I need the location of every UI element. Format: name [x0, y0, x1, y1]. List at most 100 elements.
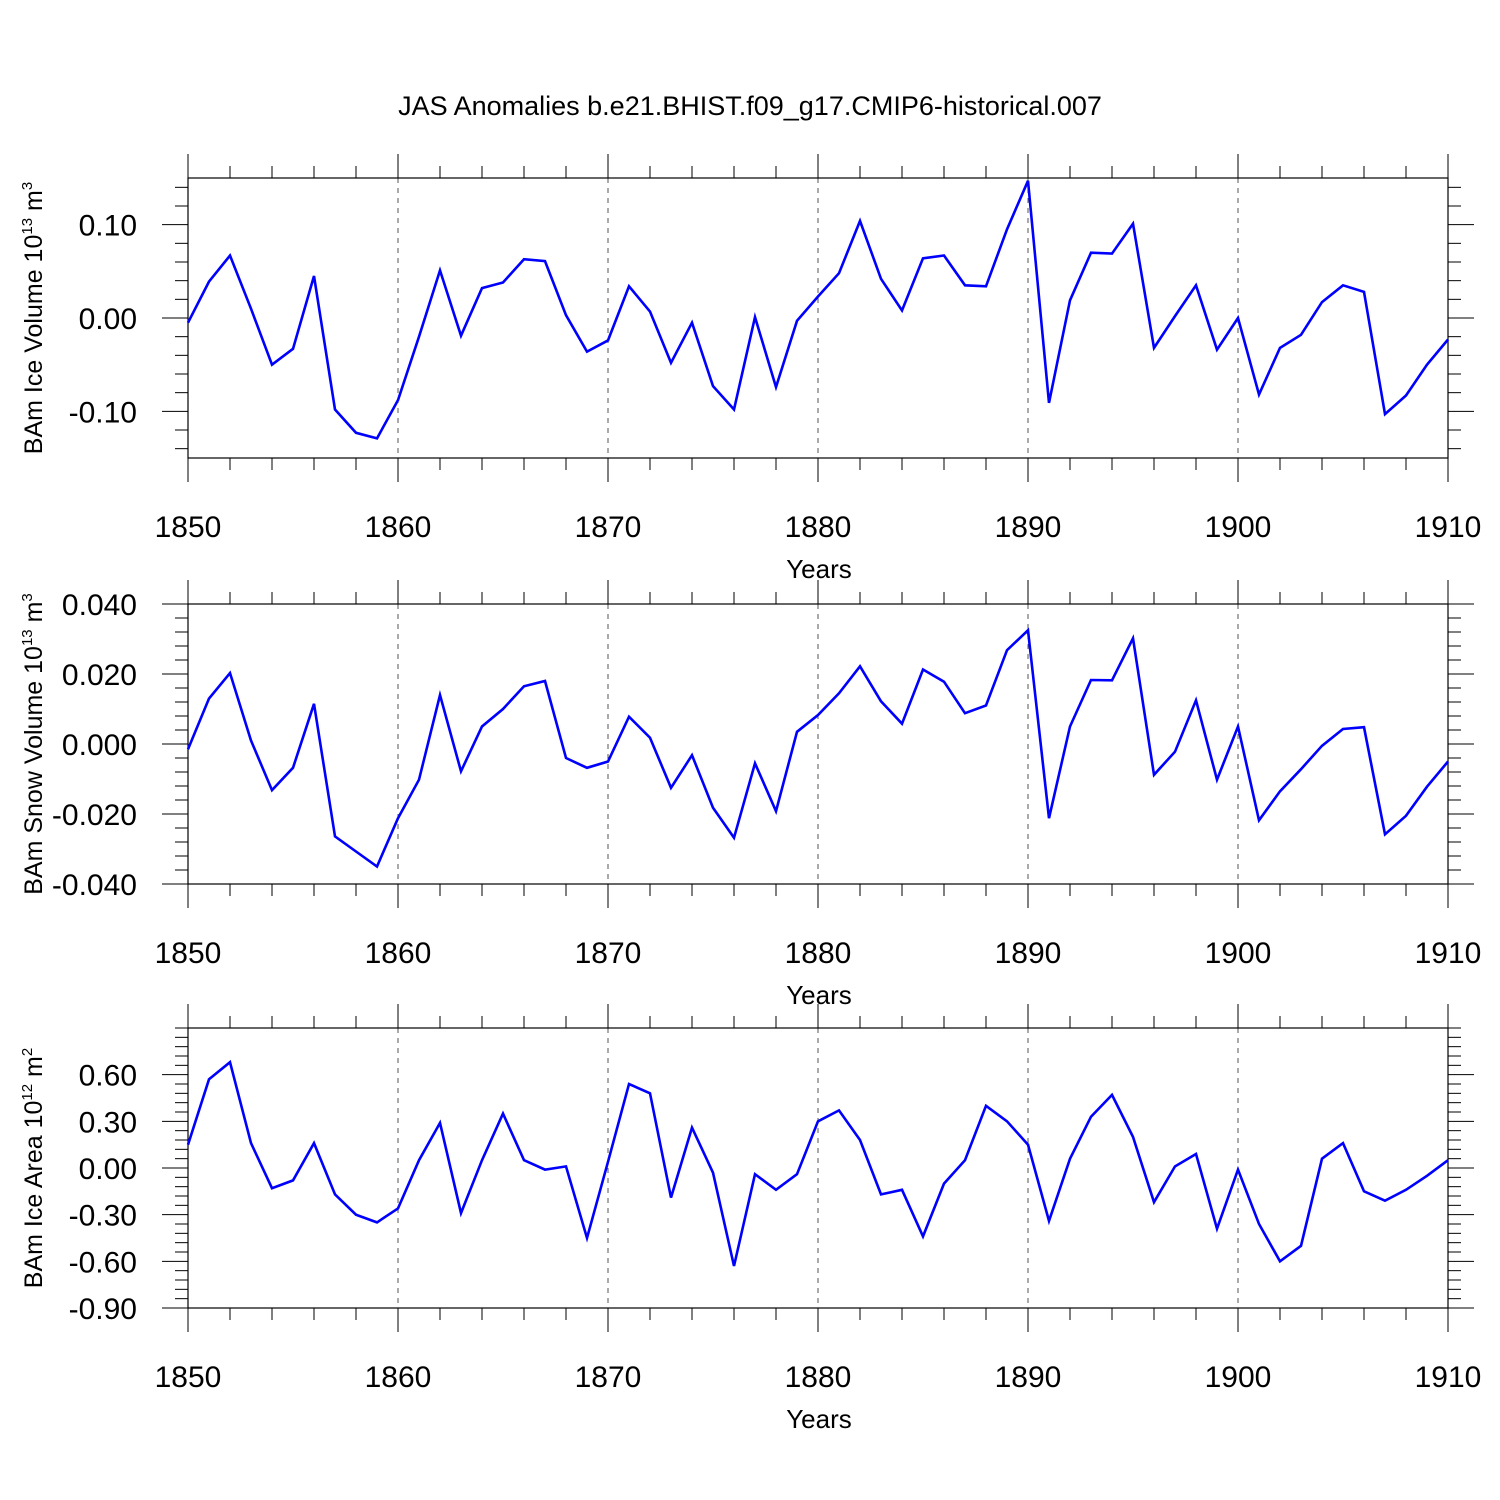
data-point	[1384, 413, 1386, 415]
data-point	[859, 665, 861, 667]
data-point	[1174, 315, 1176, 317]
data-point	[376, 1221, 378, 1223]
data-point	[187, 1143, 189, 1145]
series-line-ice-volume	[186, 180, 1449, 440]
data-point	[1174, 1165, 1176, 1167]
y-axis-label-text: BAm Ice Volume 10	[20, 235, 48, 455]
data-point	[544, 1168, 546, 1170]
x-tick-label: 1910	[1415, 937, 1482, 970]
data-point	[1237, 1168, 1239, 1170]
data-point	[1111, 252, 1113, 254]
data-point	[334, 1193, 336, 1195]
y-tick-label: -0.60	[69, 1246, 137, 1279]
y-axis-label-text: BAm Snow Volume 10	[20, 646, 48, 895]
data-point	[271, 789, 273, 791]
data-point	[313, 275, 315, 277]
x-tick-label: 1890	[995, 937, 1062, 970]
data-point	[1216, 349, 1218, 351]
y-axis-label-unit-exponent: 3	[19, 593, 36, 601]
data-point	[1342, 1142, 1344, 1144]
y-axis-label-exponent: 12	[19, 1084, 36, 1101]
data-point	[1132, 223, 1134, 225]
panel-ice-area: -0.90 -0.60 -0.30 0.00 0.30 0.60 1850 1860 1870 1…	[19, 1004, 1481, 1434]
data-point	[1279, 1260, 1281, 1262]
data-point	[754, 316, 756, 318]
data-point	[817, 1120, 819, 1122]
data-point	[607, 339, 609, 341]
data-point	[1090, 679, 1092, 681]
series-line-snow-volume	[186, 627, 1449, 869]
data-point	[628, 716, 630, 718]
data-point	[817, 714, 819, 716]
data-point	[1195, 1153, 1197, 1155]
y-tick-label: -0.10	[69, 396, 137, 429]
data-point	[544, 680, 546, 682]
data-point	[670, 1196, 672, 1198]
data-point	[922, 257, 924, 259]
data-point	[271, 1187, 273, 1189]
data-point	[355, 432, 357, 434]
data-point	[208, 697, 210, 699]
data-point	[775, 1189, 777, 1191]
data-point	[943, 681, 945, 683]
y-axis-label: BAm Ice Area 1012 m2	[19, 1048, 48, 1288]
data-point	[1447, 760, 1449, 762]
data-point	[502, 281, 504, 283]
data-point	[418, 1159, 420, 1161]
data-point	[691, 1126, 693, 1128]
x-tick-label: 1880	[785, 937, 852, 970]
x-axis-label: Years	[786, 1404, 852, 1434]
data-point	[733, 408, 735, 410]
y-tick-label: 0.000	[62, 729, 137, 762]
data-point	[1090, 1115, 1092, 1117]
data-point	[859, 220, 861, 222]
data-point	[1321, 745, 1323, 747]
data-point	[1111, 679, 1113, 681]
data-point	[964, 284, 966, 286]
x-tick-label: 1890	[995, 511, 1062, 544]
data-point	[229, 254, 231, 256]
data-point	[397, 399, 399, 401]
data-point	[859, 1139, 861, 1141]
data-point	[1216, 1227, 1218, 1229]
data-point	[838, 692, 840, 694]
data-point	[439, 694, 441, 696]
x-tick-label: 1910	[1415, 511, 1482, 544]
data-point	[712, 385, 714, 387]
data-point	[208, 280, 210, 282]
data-point	[712, 807, 714, 809]
y-axis-label-unit: m	[20, 1056, 48, 1084]
data-point	[1069, 299, 1071, 301]
data-point	[397, 1207, 399, 1209]
x-tick-label: 1870	[575, 511, 642, 544]
data-point	[880, 700, 882, 702]
data-point	[901, 309, 903, 311]
data-point	[187, 748, 189, 750]
panel-snow-volume: -0.040 -0.020 0.000 0.020 0.040 1850 1860 1870 1…	[19, 580, 1481, 1010]
data-point	[796, 731, 798, 733]
data-point	[1279, 347, 1281, 349]
y-axis-label-unit-exponent: 3	[19, 182, 36, 190]
x-axis-label: Years	[786, 980, 852, 1010]
data-point	[1426, 786, 1428, 788]
data-point	[649, 1092, 651, 1094]
y-axis-label-unit: m	[20, 190, 48, 218]
x-tick-label: 1900	[1205, 1361, 1272, 1394]
data-point	[1132, 1136, 1134, 1138]
data-point	[1300, 334, 1302, 336]
data-point	[292, 767, 294, 769]
data-point	[250, 1142, 252, 1144]
data-point	[1111, 1094, 1113, 1096]
data-point	[229, 1061, 231, 1063]
x-tick-label: 1850	[155, 937, 222, 970]
data-point	[1342, 284, 1344, 286]
data-point	[1321, 301, 1323, 303]
data-point	[943, 1182, 945, 1184]
data-point	[649, 310, 651, 312]
data-point	[208, 1078, 210, 1080]
data-point	[565, 1165, 567, 1167]
data-point	[544, 260, 546, 262]
data-point	[691, 754, 693, 756]
data-point	[712, 1171, 714, 1173]
data-point	[1048, 1220, 1050, 1222]
